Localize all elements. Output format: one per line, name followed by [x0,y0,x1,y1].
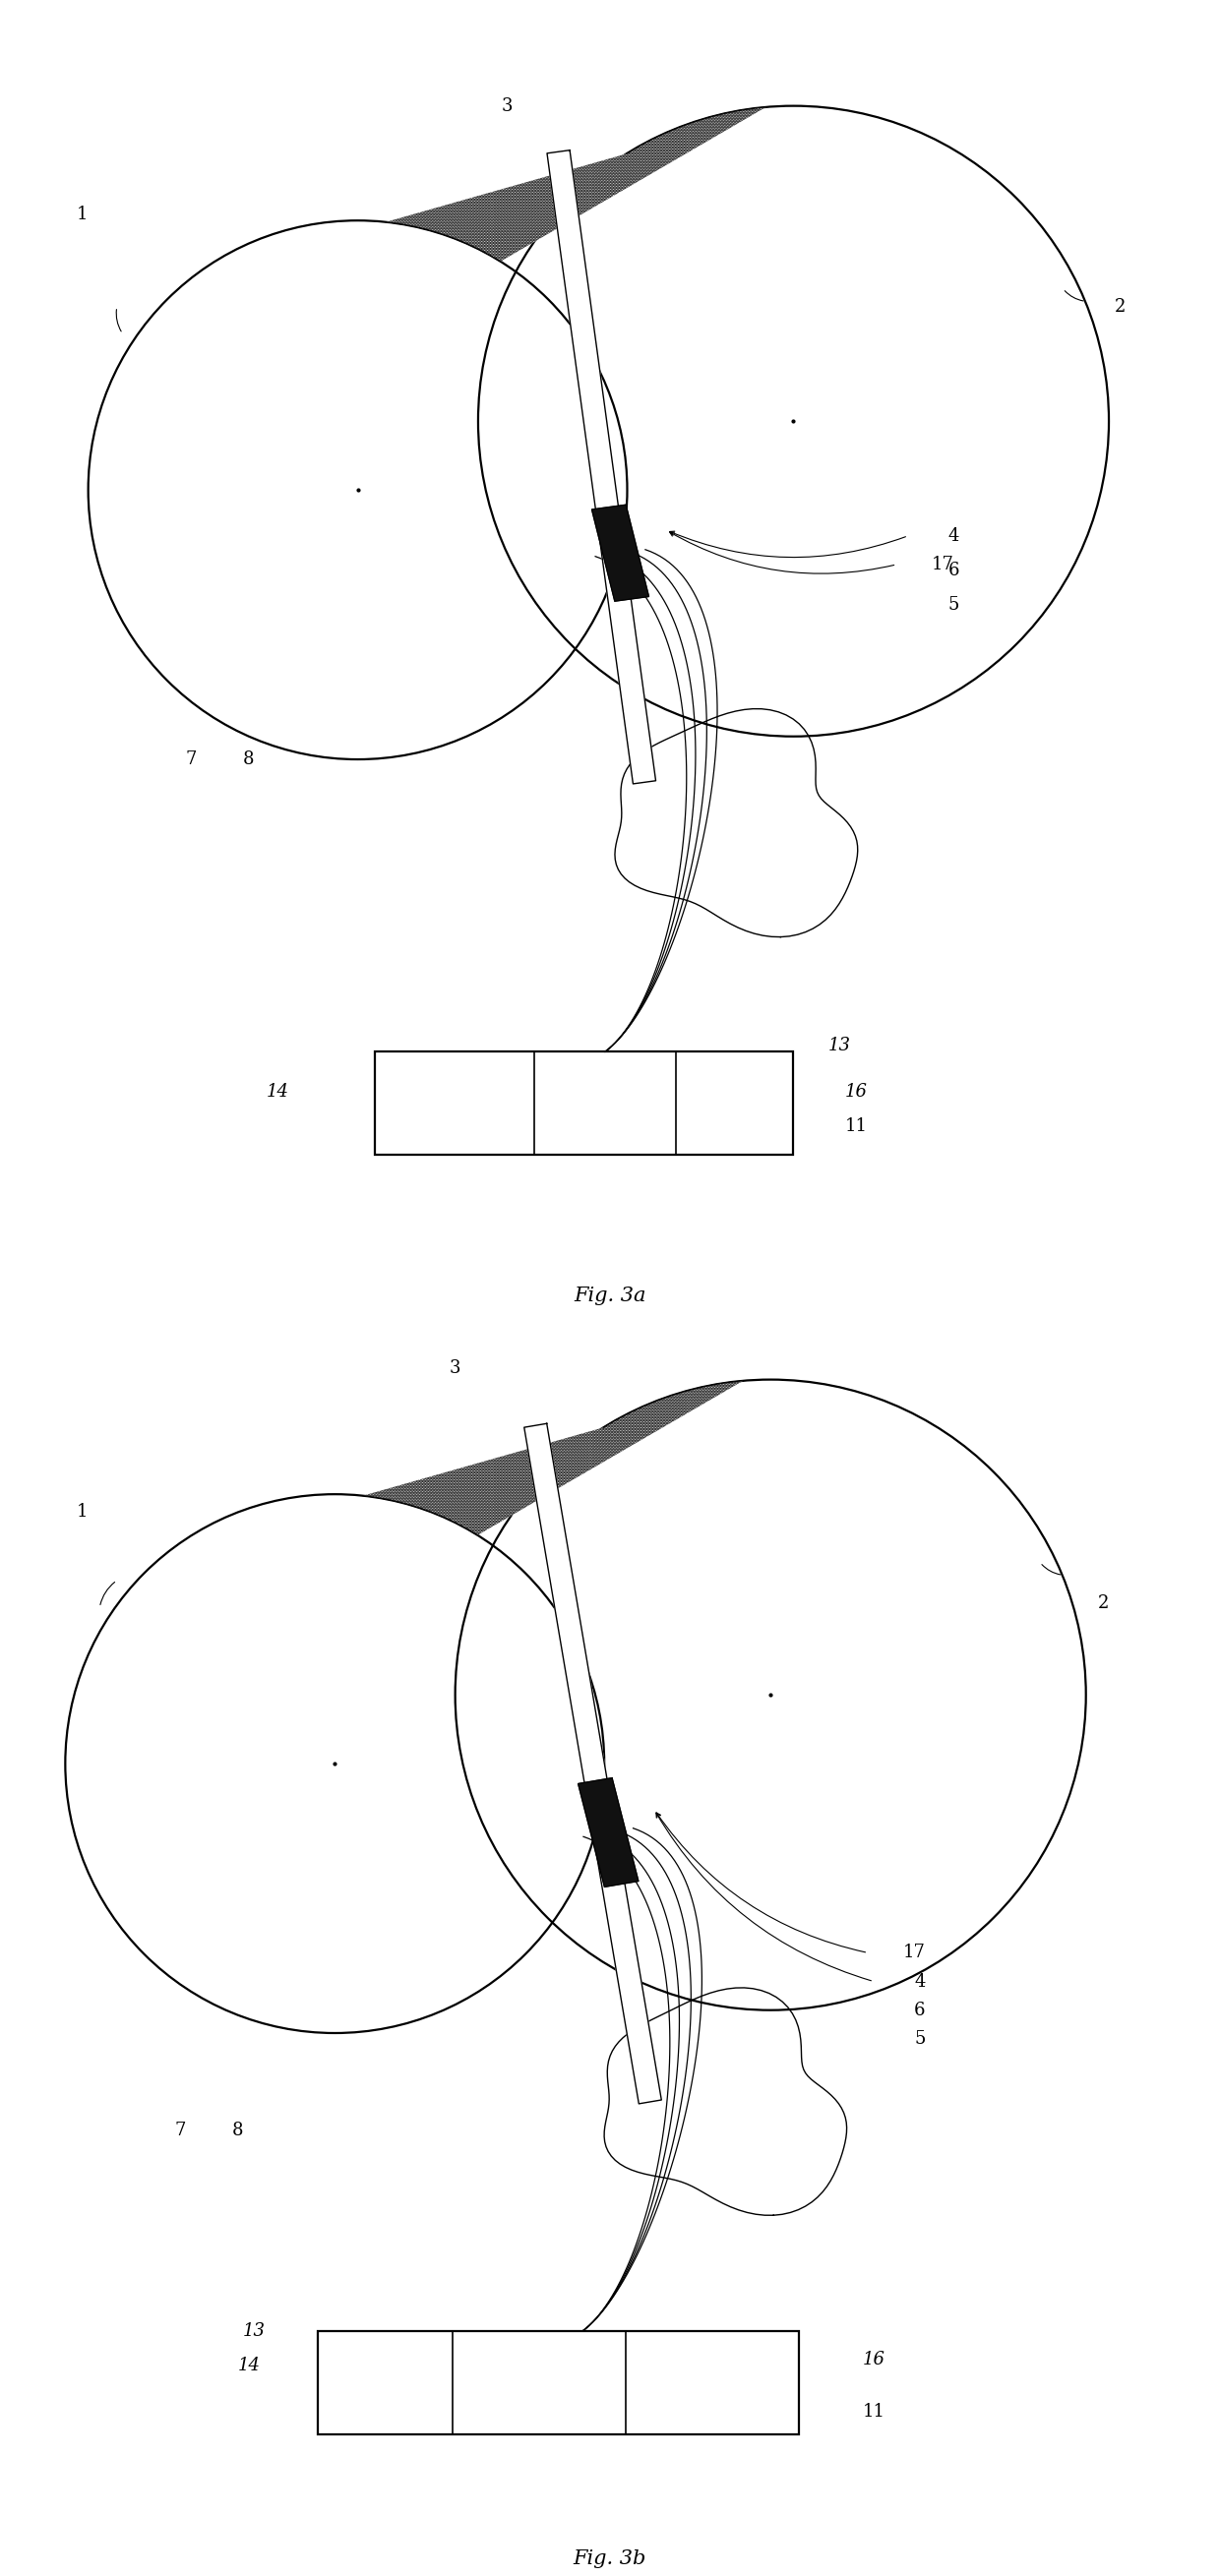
Text: Fig. 3a: Fig. 3a [573,1288,647,1306]
Text: 14: 14 [238,2357,260,2375]
Text: 11: 11 [845,1118,867,1136]
Text: 8: 8 [243,750,255,768]
Text: 3: 3 [501,98,512,116]
Text: 13: 13 [243,2324,266,2339]
Text: 5: 5 [914,2030,925,2048]
Polygon shape [362,1381,743,1535]
Text: 17: 17 [931,556,954,574]
Text: 1: 1 [77,1502,88,1520]
Text: 5: 5 [948,595,960,613]
Text: 16: 16 [863,2352,884,2370]
Bar [317,2331,799,2434]
Text: 2: 2 [1115,299,1126,314]
Polygon shape [592,505,649,600]
Text: 4: 4 [948,528,960,544]
Text: 8: 8 [232,2123,243,2138]
Text: 2: 2 [1098,1595,1109,1613]
Polygon shape [386,108,766,260]
Text: 11: 11 [863,2403,884,2421]
Polygon shape [525,1425,661,2105]
Text: 7: 7 [185,750,196,768]
Text: 14: 14 [266,1082,289,1100]
Bar [375,1051,793,1154]
Polygon shape [578,1777,638,1886]
Text: 4: 4 [914,1973,925,1991]
Text: 3: 3 [449,1360,461,1378]
Text: 13: 13 [828,1038,850,1054]
Text: 7: 7 [174,2123,185,2138]
Text: 1: 1 [77,206,88,224]
Polygon shape [547,149,656,783]
Text: 6: 6 [948,562,960,580]
Text: Fig. 3b: Fig. 3b [573,2550,647,2568]
Text: 16: 16 [845,1082,867,1100]
Text: 17: 17 [903,1945,925,1963]
Text: 6: 6 [914,2002,925,2020]
